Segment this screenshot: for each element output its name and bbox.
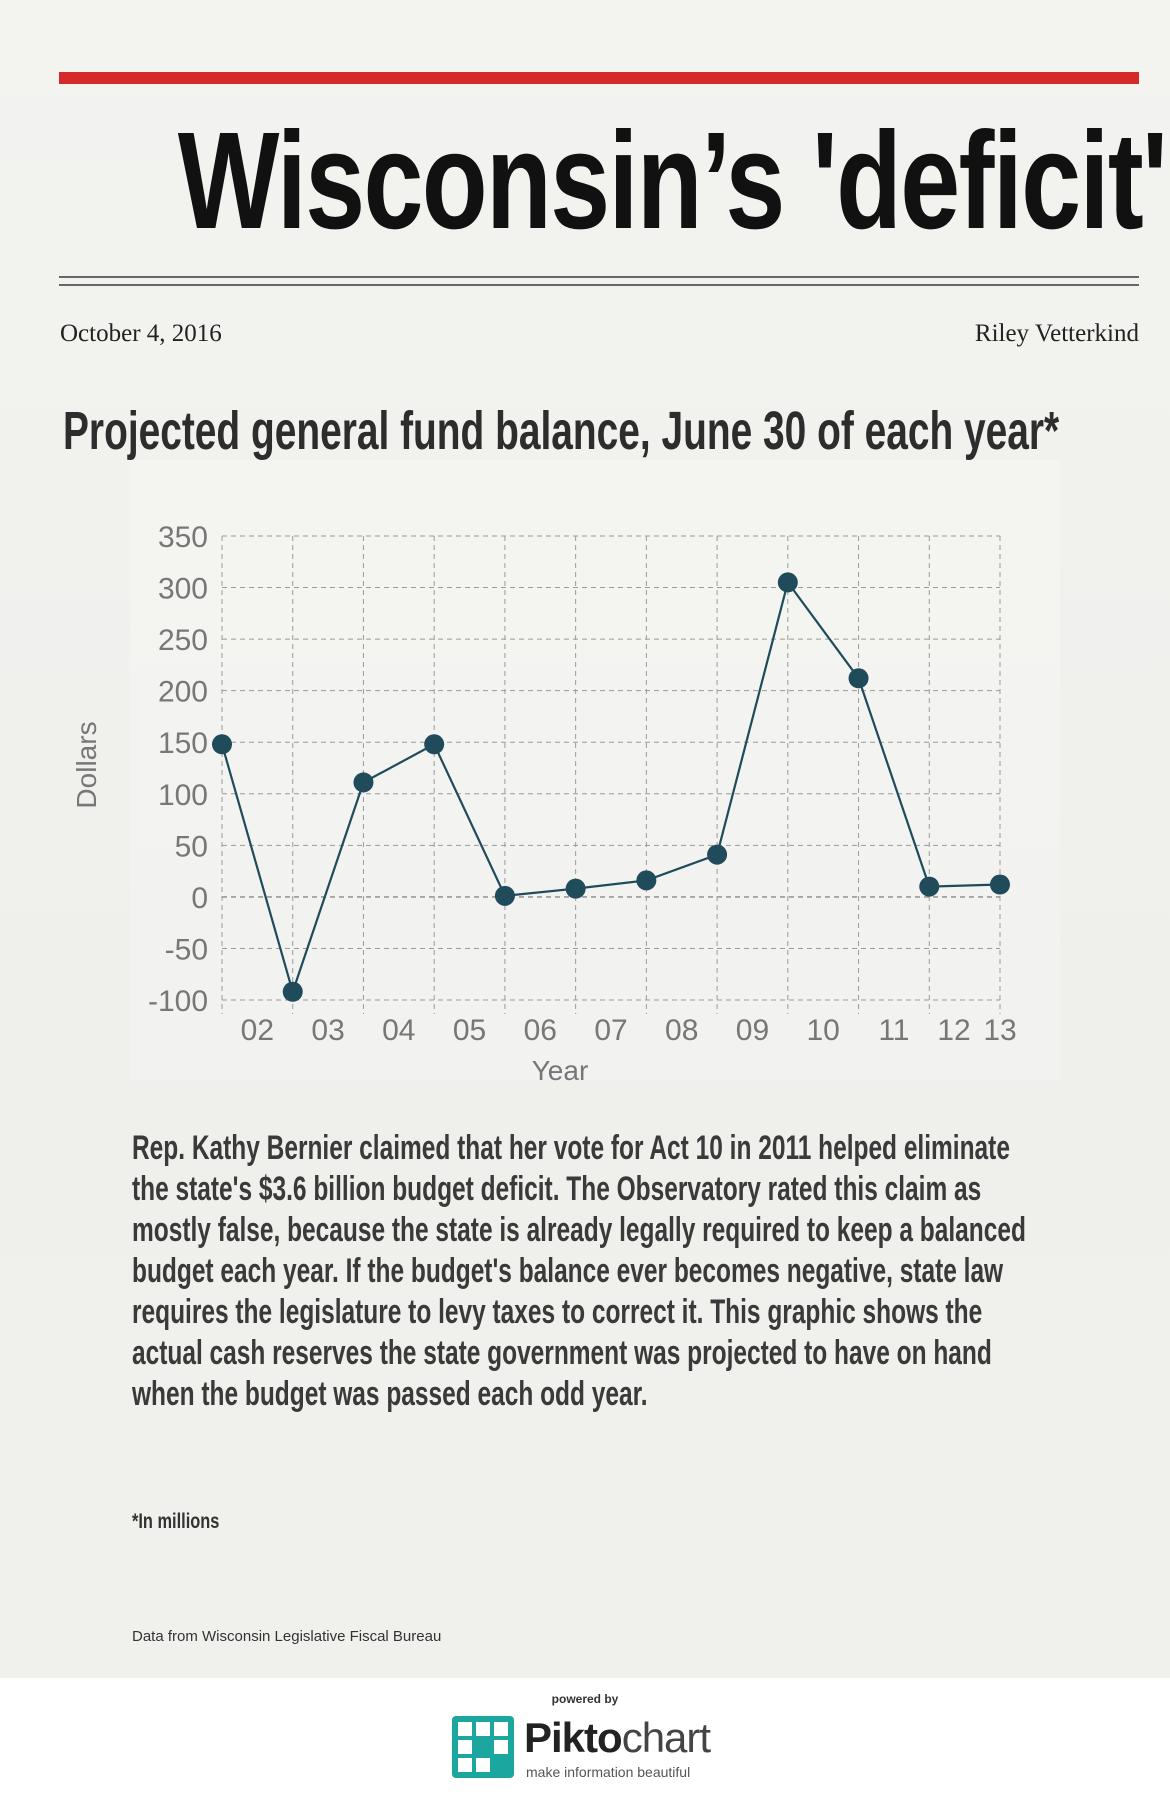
chart-series: [212, 572, 1010, 1002]
data-point: [353, 772, 374, 793]
x-tick-label: 09: [736, 1014, 769, 1047]
chart-grid: [221, 535, 1001, 1014]
units-footnote: *In millions: [132, 1510, 220, 1533]
article-paragraph: Rep. Kathy Bernier claimed that her vote…: [132, 1129, 1026, 1413]
y-tick-label: 250: [158, 624, 208, 657]
series-line: [220, 579, 1001, 996]
y-tick-label: -50: [165, 933, 208, 966]
chart-axes: 350 300 250 200 150 100 50 0 -50 -100 02 03 04 05 06 07…: [148, 521, 1017, 1047]
piktochart-logo-icon[interactable]: [452, 1716, 514, 1778]
data-point: [919, 876, 940, 897]
data-point: [494, 885, 515, 906]
data-point: [565, 878, 586, 899]
piktochart-tagline: make information beautiful: [526, 1764, 691, 1780]
x-tick-label: 04: [382, 1014, 415, 1047]
x-tick-label: 10: [806, 1014, 839, 1047]
y-axis-label: Dollars: [71, 721, 102, 808]
piktochart-wordmark[interactable]: Piktochart: [524, 1714, 711, 1762]
data-point: [212, 734, 232, 755]
data-source: Data from Wisconsin Legislative Fiscal B…: [132, 1628, 442, 1645]
x-tick-label: 03: [311, 1014, 344, 1047]
y-tick-label: 0: [191, 882, 208, 915]
x-tick-label: 11: [878, 1014, 909, 1047]
data-point: [990, 874, 1010, 895]
x-tick-label: 12: [937, 1014, 970, 1047]
y-tick-label: 100: [158, 779, 208, 812]
y-tick-label: 150: [158, 727, 208, 760]
x-tick-label: 06: [524, 1014, 557, 1047]
y-tick-label: 50: [175, 830, 208, 863]
headline: Wisconsin’s 'deficit': [177, 104, 1168, 258]
y-tick-label: -100: [148, 985, 208, 1018]
y-tick-label: 200: [158, 676, 208, 709]
data-point: [424, 734, 445, 755]
data-point: [777, 572, 798, 593]
data-point: [707, 844, 728, 865]
y-tick-label: 350: [158, 521, 208, 554]
data-point: [636, 870, 657, 891]
piktochart-footer: [0, 1678, 1170, 1796]
infographic-page: [0, 0, 1170, 1678]
brand-light: chart: [621, 1714, 711, 1761]
author-name: Riley Vetterkind: [974, 320, 1139, 347]
chart-panel: [130, 460, 1060, 1080]
data-point: [282, 981, 303, 1002]
data-point: [848, 668, 869, 689]
powered-by-label: powered by: [551, 1692, 619, 1706]
brand-bold: Pikto: [524, 1714, 623, 1761]
top-accent-rule: [59, 72, 1139, 84]
x-tick-label: 13: [983, 1014, 1016, 1047]
y-tick-label: 300: [158, 573, 208, 606]
x-tick-label: 02: [241, 1014, 274, 1047]
x-axis-label: Year: [532, 1055, 589, 1086]
line-chart: 350 300 250 200 150 100 50 0 -50 -100 02 03 04 05 06 07…: [71, 521, 1017, 1086]
x-tick-label: 07: [594, 1014, 627, 1047]
x-tick-label: 08: [665, 1014, 698, 1047]
x-tick-label: 05: [453, 1014, 486, 1047]
headline-double-rule: [59, 276, 1139, 286]
publish-date: October 4, 2016: [60, 320, 222, 347]
